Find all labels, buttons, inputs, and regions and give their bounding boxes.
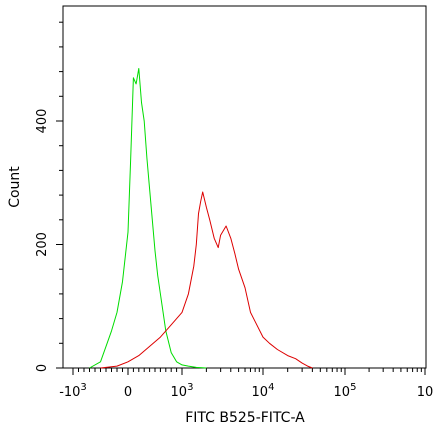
series-line-red	[100, 191, 313, 369]
y-tick-label: 400	[35, 109, 50, 134]
x-tick-label: 105	[334, 382, 357, 400]
x-tick-label: 0	[124, 385, 132, 400]
x-tick-label: -103	[59, 382, 87, 400]
y-tick-label: 0	[35, 364, 50, 372]
series-line-green	[89, 68, 207, 369]
y-axis-label: Count	[7, 166, 23, 208]
y-axis-ticks: 0 200 400	[35, 21, 63, 372]
x-tick-label: 10	[417, 385, 433, 400]
x-axis-label: FITC B525-FITC-A	[185, 410, 305, 426]
series-group	[89, 68, 313, 369]
x-axis-ticks: -103 0 103 104 105 10	[59, 368, 433, 400]
x-tick-label: 104	[252, 382, 275, 400]
y-tick-label: 200	[35, 232, 50, 257]
plot-frame	[62, 5, 427, 369]
x-tick-label: 103	[171, 382, 194, 400]
